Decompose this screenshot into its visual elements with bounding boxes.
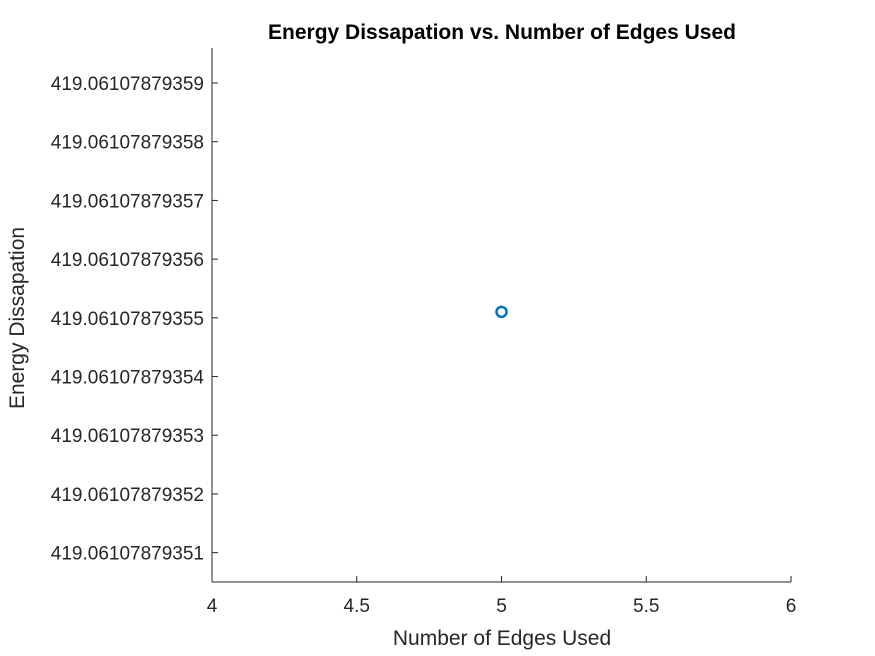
y-tick-label: 419.06107879359 <box>51 74 204 95</box>
x-tick-label: 5 <box>496 596 507 617</box>
x-axis-label: Number of Edges Used <box>393 627 611 650</box>
x-tick-label: 6 <box>786 596 797 617</box>
y-tick-label: 419.06107879352 <box>51 485 204 506</box>
data-point <box>495 305 508 319</box>
chart-title: Energy Dissapation vs. Number of Edges U… <box>268 21 736 44</box>
y-tick-label: 419.06107879355 <box>51 309 204 330</box>
x-tick-label: 5.5 <box>633 596 659 617</box>
y-tick-label: 419.06107879356 <box>51 250 204 271</box>
y-tick-label: 419.06107879354 <box>51 368 205 389</box>
x-axis-ticks: 4 4.5 5 5.5 6 <box>207 576 797 617</box>
y-axis-ticks: 419.06107879351 419.06107879352 419.061078… <box>51 74 218 565</box>
y-tick-label: 419.06107879357 <box>51 191 204 212</box>
x-tick-label: 4 <box>207 596 218 617</box>
plot-axes <box>211 48 791 583</box>
y-axis-label: Energy Dissapation <box>6 227 29 409</box>
x-tick-label: 4.5 <box>344 596 370 617</box>
y-tick-label: 419.06107879351 <box>51 544 204 565</box>
data-points <box>495 305 508 319</box>
y-tick-label: 419.06107879353 <box>51 426 204 447</box>
y-tick-label: 419.06107879358 <box>51 133 204 154</box>
